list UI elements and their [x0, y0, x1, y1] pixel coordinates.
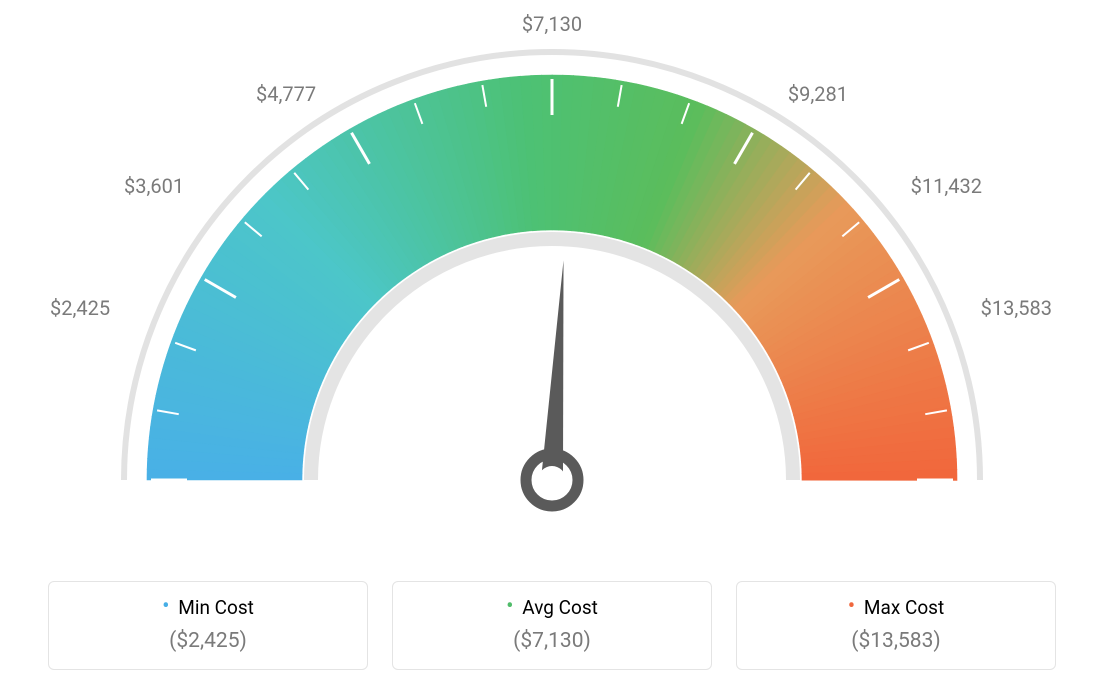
legend-max-title: • Max Cost	[755, 596, 1037, 619]
legend-min-title: • Min Cost	[67, 596, 349, 619]
legend-min-value: ($2,425)	[67, 629, 349, 653]
gauge-scale-label: $2,425	[50, 296, 110, 320]
legend-avg-title: • Avg Cost	[411, 596, 693, 619]
gauge-scale-label: $3,601	[124, 174, 184, 198]
legend-row: • Min Cost ($2,425) • Avg Cost ($7,130) …	[0, 581, 1104, 670]
legend-card-max: • Max Cost ($13,583)	[736, 581, 1056, 670]
gauge-scale-label: $11,432	[911, 174, 982, 198]
gauge-scale-label: $7,130	[522, 12, 582, 36]
legend-avg-label: Avg Cost	[522, 596, 598, 619]
legend-max-value: ($13,583)	[755, 629, 1037, 653]
gauge-wrapper: $2,425 $3,601 $4,777 $7,130 $9,281 $11,432 $13…	[0, 0, 1104, 550]
gauge-chart-container: $2,425 $3,601 $4,777 $7,130 $9,281 $11,432 $13…	[0, 0, 1104, 690]
legend-min-label: Min Cost	[178, 596, 254, 619]
legend-max-label: Max Cost	[864, 596, 944, 619]
gauge-scale-label: $4,777	[256, 82, 316, 106]
legend-avg-value: ($7,130)	[411, 629, 693, 653]
gauge-scale-label: $13,583	[981, 296, 1052, 320]
legend-card-min: • Min Cost ($2,425)	[48, 581, 368, 670]
gauge-svg	[0, 0, 1104, 550]
gauge-scale-label: $9,281	[788, 82, 848, 106]
legend-card-avg: • Avg Cost ($7,130)	[392, 581, 712, 670]
